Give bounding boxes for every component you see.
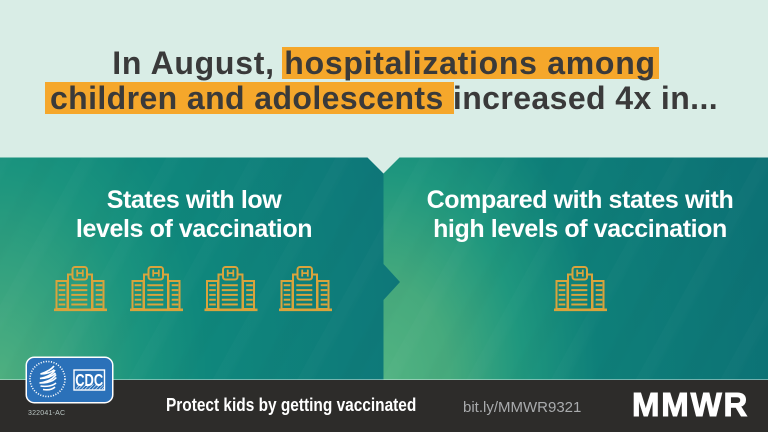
svg-text:CDC: CDC	[75, 370, 103, 390]
